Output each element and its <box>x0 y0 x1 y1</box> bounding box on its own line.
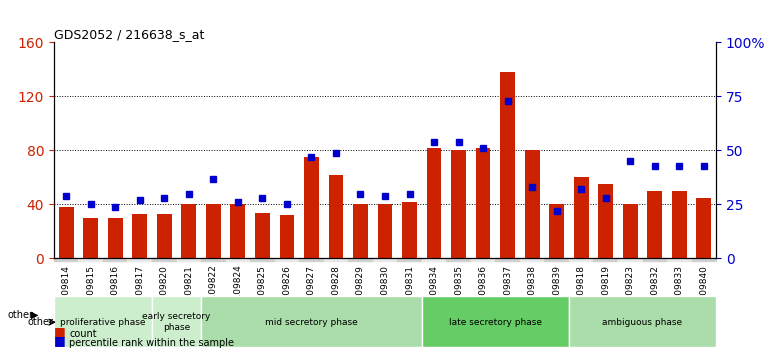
Text: ■: ■ <box>54 334 65 347</box>
Bar <box>201 258 226 261</box>
Bar <box>128 258 152 261</box>
Bar <box>495 258 520 261</box>
Bar <box>470 258 495 261</box>
Bar <box>275 258 300 261</box>
Bar <box>642 258 667 261</box>
Bar <box>598 184 613 258</box>
Text: late secretory phase: late secretory phase <box>449 318 542 327</box>
Bar <box>206 205 221 258</box>
Text: ambiguous phase: ambiguous phase <box>602 318 682 327</box>
Bar <box>83 218 98 258</box>
Bar <box>157 214 172 258</box>
Bar <box>59 207 73 258</box>
Bar <box>373 258 397 261</box>
Bar <box>623 205 638 258</box>
Bar <box>697 198 711 258</box>
Text: other: other <box>28 317 54 327</box>
Bar <box>280 215 294 258</box>
Bar <box>250 258 275 261</box>
Bar <box>500 72 515 258</box>
Bar <box>348 258 373 261</box>
Bar <box>544 258 569 261</box>
Bar <box>574 177 588 258</box>
Bar <box>329 175 343 258</box>
Bar <box>476 148 490 258</box>
FancyBboxPatch shape <box>152 296 201 348</box>
Bar <box>648 191 662 258</box>
Bar <box>377 205 393 258</box>
Bar <box>353 205 368 258</box>
Text: percentile rank within the sample: percentile rank within the sample <box>69 338 234 348</box>
Bar <box>132 214 147 258</box>
Bar <box>176 258 201 261</box>
Bar <box>323 258 348 261</box>
Text: ■: ■ <box>54 325 65 338</box>
Bar <box>569 258 594 261</box>
Bar <box>691 258 716 261</box>
FancyBboxPatch shape <box>201 296 422 348</box>
Text: count: count <box>69 329 97 339</box>
Bar <box>451 150 466 258</box>
Text: proliferative phase: proliferative phase <box>60 318 146 327</box>
Bar <box>447 258 470 261</box>
Bar <box>255 212 270 258</box>
Bar <box>520 258 544 261</box>
Text: GDS2052 / 216638_s_at: GDS2052 / 216638_s_at <box>54 28 204 41</box>
Bar <box>667 258 691 261</box>
Bar <box>79 258 103 261</box>
FancyBboxPatch shape <box>422 296 569 348</box>
Bar <box>182 205 196 258</box>
Bar <box>304 157 319 258</box>
Bar <box>108 218 122 258</box>
Bar <box>226 258 250 261</box>
Text: mid secretory phase: mid secretory phase <box>265 318 358 327</box>
Bar <box>152 258 176 261</box>
Text: other: other <box>8 310 34 320</box>
Bar <box>103 258 128 261</box>
Bar <box>397 258 422 261</box>
Bar <box>427 148 441 258</box>
Bar <box>230 205 245 258</box>
Bar <box>618 258 642 261</box>
Bar <box>594 258 618 261</box>
Bar <box>549 205 564 258</box>
Text: early secretory
phase: early secretory phase <box>142 313 211 332</box>
Bar <box>422 258 447 261</box>
FancyBboxPatch shape <box>569 296 716 348</box>
Bar <box>54 258 79 261</box>
Bar <box>300 258 323 261</box>
Bar <box>402 202 417 258</box>
FancyBboxPatch shape <box>54 296 152 348</box>
Bar <box>672 191 687 258</box>
Text: ▶: ▶ <box>31 310 38 320</box>
Bar <box>525 150 540 258</box>
